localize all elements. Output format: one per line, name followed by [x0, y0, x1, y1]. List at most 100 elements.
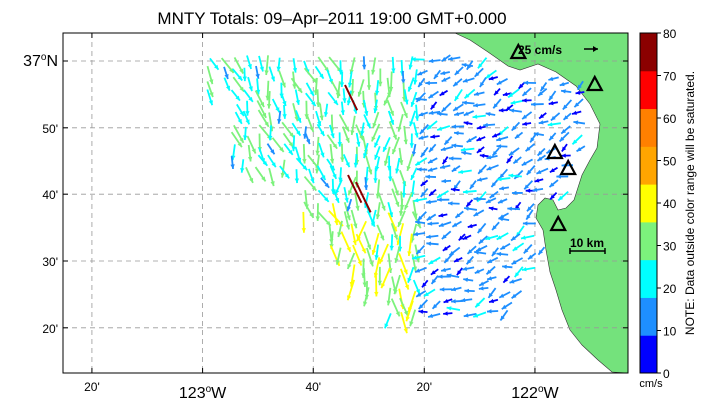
current-vector-head: [362, 64, 367, 70]
current-vector-head: [496, 235, 502, 240]
current-vector-head: [469, 184, 475, 190]
current-vector-head: [467, 223, 473, 229]
current-vector-head: [239, 68, 244, 74]
x-tick-label: 40': [305, 380, 321, 394]
current-vector-head: [479, 281, 485, 286]
current-vector-head: [537, 156, 543, 161]
current-vector-head: [525, 188, 531, 193]
current-vectors: [206, 54, 586, 334]
colorbar-tick-label: 20: [663, 282, 677, 296]
current-vector-head: [547, 122, 553, 127]
x-tick-label: 20': [416, 380, 432, 394]
x-tick-label-value: 20': [84, 380, 100, 394]
current-vector-head: [247, 63, 252, 69]
current-vector-head: [472, 114, 478, 119]
current-vector-head: [530, 102, 536, 107]
current-vector-head: [561, 89, 566, 94]
current-vector-head: [486, 155, 492, 160]
current-vector-head: [409, 143, 414, 148]
colorbar-swatch: [640, 146, 657, 185]
current-vector-head: [359, 135, 364, 141]
current-vector-head: [429, 191, 435, 196]
current-vector-head: [403, 139, 408, 145]
current-vector-strong: [344, 84, 359, 111]
current-vector-head: [488, 76, 494, 81]
current-vector-head: [441, 178, 447, 184]
current-vector-head: [487, 276, 493, 281]
current-vector-head: [499, 293, 505, 298]
current-vector-head: [548, 76, 554, 81]
radar-station-marker: [509, 42, 528, 60]
current-vector-head: [428, 58, 434, 64]
current-vector-head: [344, 126, 349, 132]
current-vector-head: [339, 82, 345, 87]
x-tick-label-degree: o: [538, 384, 544, 395]
current-vector-head: [509, 279, 515, 284]
current-vector-head: [373, 178, 378, 183]
current-vector-head: [429, 147, 434, 152]
current-vector-head: [342, 98, 347, 103]
current-vector-head: [524, 184, 529, 190]
current-vector-head: [477, 177, 482, 182]
current-vector-head: [454, 70, 460, 75]
current-vector-head: [522, 114, 528, 120]
current-vector-head: [463, 313, 469, 318]
current-vector-head: [413, 79, 418, 85]
colorbar-ticks: 0 10 20 30 40 50 60 70 80: [657, 27, 677, 381]
current-vector-head: [297, 87, 303, 93]
current-vector-head: [411, 57, 416, 62]
current-vector-head: [326, 220, 331, 226]
current-vector-head: [477, 63, 483, 69]
colorbar-swatches: [640, 33, 657, 374]
current-vector-head: [262, 112, 267, 118]
current-vector-head: [262, 160, 268, 166]
current-vector-head: [395, 168, 400, 174]
current-vector-head: [394, 257, 399, 263]
current-vector-head: [403, 310, 408, 316]
current-vector-head: [357, 260, 362, 266]
y-tick-label-degree: o: [41, 52, 47, 63]
current-vector-head: [466, 259, 472, 265]
current-vector-head: [486, 309, 492, 314]
current-vector-head: [346, 246, 351, 252]
current-vector-head: [476, 148, 482, 153]
current-vector-head: [485, 111, 491, 117]
current-vector-head: [507, 206, 512, 211]
current-vector-head: [534, 178, 540, 183]
current-vector-head: [373, 108, 378, 114]
current-vector-head: [239, 137, 244, 143]
current-vector-head: [522, 121, 528, 126]
current-vector-head: [530, 137, 535, 143]
current-vector-head: [378, 81, 383, 87]
current-vector-head: [337, 142, 342, 147]
current-vector-head: [474, 72, 480, 77]
current-vector-head: [508, 92, 514, 98]
current-vector-head: [381, 205, 386, 211]
current-vector-head: [292, 67, 298, 73]
current-vector-head: [448, 156, 454, 161]
current-vector-head: [320, 152, 325, 158]
radar-station-marker: [549, 214, 568, 232]
current-vector-head: [388, 176, 393, 182]
current-vector-head: [498, 199, 503, 204]
current-vector-head: [521, 267, 527, 272]
current-vector-head: [549, 135, 554, 141]
scale-bar-line: [569, 248, 606, 254]
current-vector-head: [425, 174, 430, 179]
current-vector-head: [389, 245, 394, 251]
current-vector-head: [522, 98, 527, 103]
current-vector-head: [522, 91, 528, 96]
current-vector-head: [478, 239, 484, 244]
current-vector-head: [260, 102, 265, 108]
y-axis-labels: 37oN 50' 40' 30' 20': [23, 52, 58, 336]
current-vector-head: [418, 135, 424, 140]
current-vector-head: [474, 269, 480, 274]
current-vector-head: [462, 189, 468, 194]
current-vector-head: [230, 164, 235, 169]
current-vector-head: [276, 66, 281, 72]
current-vector-head: [389, 119, 395, 125]
current-vector-head: [454, 130, 459, 136]
current-vector-head: [438, 213, 444, 218]
current-vector-head: [388, 212, 394, 218]
current-vector-head: [415, 257, 421, 263]
